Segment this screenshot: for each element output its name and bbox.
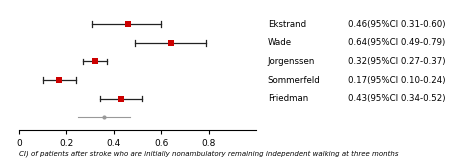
Text: Ekstrand: Ekstrand [268, 20, 306, 29]
Text: 0.46(95%CI 0.31-0.60): 0.46(95%CI 0.31-0.60) [348, 20, 446, 29]
Text: Sommerfeld: Sommerfeld [268, 76, 320, 85]
Text: 0.32(95%CI 0.27-0.37): 0.32(95%CI 0.27-0.37) [348, 57, 446, 66]
Text: CI) of patients after stroke who are initially nonambulatory remaining independe: CI) of patients after stroke who are ini… [19, 151, 399, 157]
Text: Wade: Wade [268, 38, 292, 47]
Text: Jorgenssen: Jorgenssen [268, 57, 315, 66]
Text: 0.17(95%CI 0.10-0.24): 0.17(95%CI 0.10-0.24) [348, 76, 446, 85]
Text: Friedman: Friedman [268, 94, 308, 103]
Text: 0.64(95%CI 0.49-0.79): 0.64(95%CI 0.49-0.79) [348, 38, 446, 47]
Text: 0.43(95%CI 0.34-0.52): 0.43(95%CI 0.34-0.52) [348, 94, 446, 103]
